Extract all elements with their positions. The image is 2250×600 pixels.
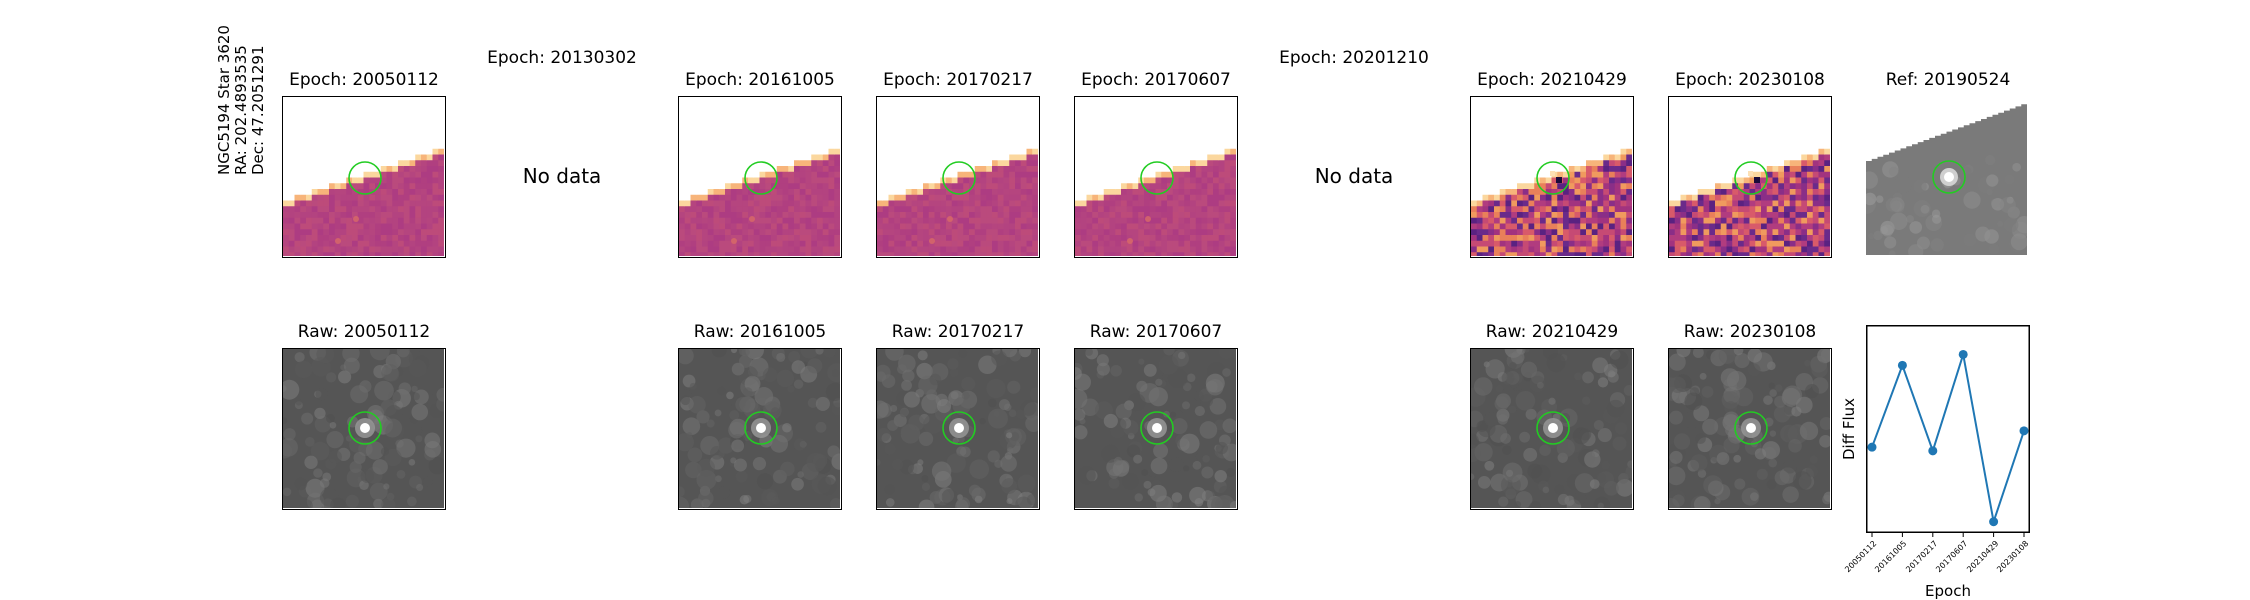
target-circle xyxy=(1734,161,1768,195)
data-point xyxy=(2019,426,2029,436)
top-title-3: Epoch: 20170217 xyxy=(883,70,1033,90)
bottom-title-0: Raw: 20050112 xyxy=(297,322,431,342)
light-curve-chart xyxy=(1866,325,2030,537)
data-point xyxy=(1989,517,1999,527)
diff-image-20230108 xyxy=(1668,96,1832,258)
diff-image-pixels xyxy=(679,97,840,256)
target-circle xyxy=(942,161,976,195)
diff-image-pixels xyxy=(1669,97,1830,256)
diff-image-20170607 xyxy=(1074,96,1238,258)
diff-image-pixels xyxy=(877,97,1038,256)
reference-image xyxy=(1866,96,2030,258)
top-title-1: Epoch: 20130302 xyxy=(487,48,637,68)
data-point xyxy=(1958,349,1968,359)
top-title-0: Epoch: 20050112 xyxy=(289,70,439,90)
raw-image-20230108 xyxy=(1668,348,1832,510)
target-circle xyxy=(348,411,382,445)
bottom-title-7: Raw: 20230108 xyxy=(1683,322,1817,342)
data-point xyxy=(1897,360,1907,370)
x-axis-label: Epoch xyxy=(1925,582,1971,600)
target-circle xyxy=(348,161,382,195)
x-tick-label: 20050112 xyxy=(1843,539,1879,575)
target-circle xyxy=(744,161,778,195)
star-ra: RA: 202.4893535 xyxy=(232,45,250,175)
diff-image-pixels xyxy=(283,97,444,256)
target-circle xyxy=(1140,161,1174,195)
bottom-title-6: Raw: 20210429 xyxy=(1485,322,1619,342)
bottom-title-2: Raw: 20161005 xyxy=(693,322,827,342)
target-circle xyxy=(1536,411,1570,445)
target-circle xyxy=(1734,411,1768,445)
raw-image-pixels xyxy=(283,349,444,508)
x-tick-label: 20170217 xyxy=(1904,539,1940,575)
diff-image-pixels xyxy=(1471,97,1632,256)
raw-image-pixels xyxy=(877,349,1038,508)
top-title-7: Epoch: 20230108 xyxy=(1675,70,1825,90)
x-tick-label: 20230108 xyxy=(1995,539,2031,575)
top-title-4: Epoch: 20170607 xyxy=(1081,70,1231,90)
star-name: NGC5194 Star 3620 xyxy=(215,25,233,175)
target-circle xyxy=(942,411,976,445)
no-data-label-5: No data xyxy=(1314,164,1394,188)
diff-image-20170217 xyxy=(876,96,1040,258)
star-label: NGC5194 Star 3620 RA: 202.4893535 Dec: 4… xyxy=(215,15,267,175)
raw-image-20170217 xyxy=(876,348,1040,510)
raw-image-pixels xyxy=(1471,349,1632,508)
diff-image-pixels xyxy=(1075,97,1236,256)
x-tick-label: 20210429 xyxy=(1964,539,2000,575)
top-title-8: Ref: 20190524 xyxy=(1885,70,2011,90)
diff-image-20161005 xyxy=(678,96,842,258)
diff-image-20050112 xyxy=(282,96,446,258)
raw-image-20170607 xyxy=(1074,348,1238,510)
raw-image-20050112 xyxy=(282,348,446,510)
top-title-5: Epoch: 20201210 xyxy=(1279,48,1429,68)
target-circle xyxy=(1140,411,1174,445)
raw-image-pixels xyxy=(679,349,840,508)
bottom-title-3: Raw: 20170217 xyxy=(891,322,1025,342)
data-point xyxy=(1928,446,1938,456)
top-title-6: Epoch: 20210429 xyxy=(1477,70,1627,90)
x-tick-label: 20170607 xyxy=(1934,539,1970,575)
raw-image-20161005 xyxy=(678,348,842,510)
x-tick-label: 20161005 xyxy=(1873,539,1909,575)
bottom-title-4: Raw: 20170607 xyxy=(1089,322,1223,342)
raw-image-20210429 xyxy=(1470,348,1634,510)
no-data-label-1: No data xyxy=(522,164,602,188)
star-dec: Dec: 47.2051291 xyxy=(249,45,267,175)
raw-image-pixels xyxy=(1075,349,1236,508)
data-point xyxy=(1867,442,1877,452)
top-title-2: Epoch: 20161005 xyxy=(685,70,835,90)
diff-image-20210429 xyxy=(1470,96,1634,258)
series-line xyxy=(1871,354,2025,523)
light-curve-svg xyxy=(1866,325,2030,537)
target-circle xyxy=(1932,160,1966,194)
reference-image-pixels xyxy=(1866,102,2027,255)
target-circle xyxy=(744,411,778,445)
target-circle xyxy=(1536,161,1570,195)
raw-image-pixels xyxy=(1669,349,1830,508)
y-axis-label: Diff Flux xyxy=(1840,398,1858,460)
